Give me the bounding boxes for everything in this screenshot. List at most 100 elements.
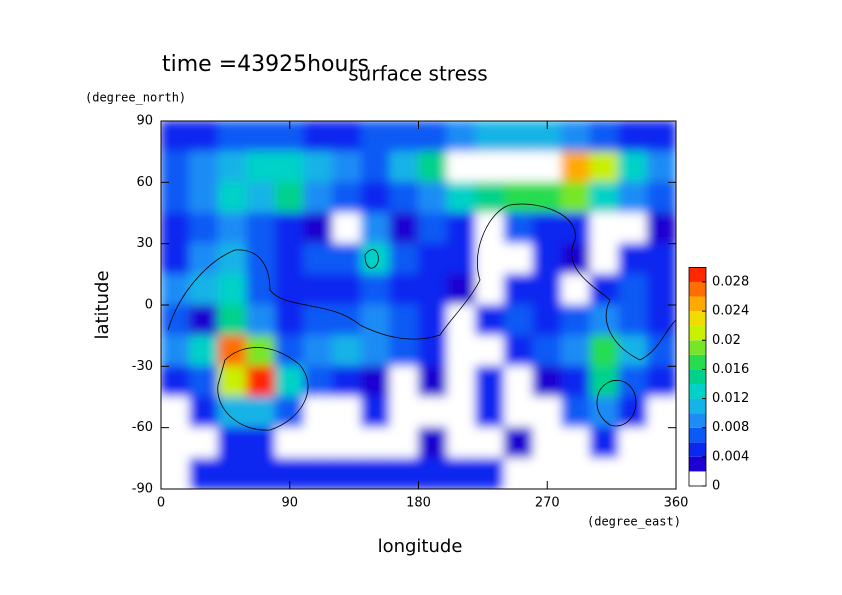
cell: [246, 212, 276, 245]
cell: [589, 121, 620, 153]
cell: [589, 243, 620, 275]
colorbar-band: [689, 456, 706, 472]
colorbar-band: [689, 442, 706, 457]
cell: [646, 151, 676, 183]
coastline: [217, 347, 309, 431]
cell: [646, 181, 676, 214]
cell: [217, 151, 248, 183]
cell: [446, 181, 477, 214]
cell: [646, 304, 676, 337]
cell: [161, 427, 191, 459]
cell: [561, 396, 591, 429]
cell: [389, 457, 419, 489]
x-tick-label: 270: [535, 496, 560, 511]
cell: [303, 121, 334, 153]
cell: [189, 427, 219, 459]
cell: [161, 304, 191, 337]
cell: [646, 243, 676, 275]
cell: [217, 212, 248, 245]
cell: [561, 335, 591, 367]
y-tick-label: 60: [136, 175, 153, 190]
cell: [161, 243, 191, 275]
cell: [189, 365, 219, 398]
cell: [332, 121, 362, 153]
cell: [618, 427, 648, 459]
cell: [446, 243, 477, 275]
cell: [418, 304, 448, 337]
cell: [618, 457, 648, 489]
cell: [532, 151, 563, 183]
coastline: [596, 380, 637, 427]
cell: [418, 427, 448, 459]
cells: [161, 121, 676, 489]
cell: [389, 335, 419, 367]
cell: [332, 304, 362, 337]
cell: [475, 121, 505, 153]
cell: [589, 396, 620, 429]
colorbar-tick-label: 0.008: [712, 420, 749, 435]
cell: [589, 273, 620, 306]
cell: [589, 181, 620, 214]
colorbar-frame: [688, 266, 707, 487]
cell: [217, 181, 248, 214]
colorbar-tick-label: 0.016: [712, 362, 749, 377]
cell: [161, 181, 191, 214]
cell: [561, 304, 591, 337]
cell: [161, 273, 191, 306]
cell: [389, 121, 419, 153]
cell: [475, 457, 505, 489]
cell: [589, 457, 620, 489]
cell: [503, 243, 534, 275]
y-tick-label: -30: [132, 359, 153, 374]
cell: [161, 151, 191, 183]
cell: [189, 243, 219, 275]
cell: [303, 396, 334, 429]
cell: [360, 427, 391, 459]
cell: [503, 121, 534, 153]
cell: [561, 181, 591, 214]
x-tick-label: 90: [281, 496, 298, 511]
cell: [503, 304, 534, 337]
colorbar-tick-label: 0: [712, 479, 720, 494]
cell: [217, 457, 248, 489]
cell: [646, 457, 676, 489]
cell: [646, 212, 676, 245]
cell: [646, 121, 676, 153]
colorbar-tick-label: 0.02: [712, 333, 741, 348]
colorbar-band: [689, 383, 706, 399]
cell: [303, 151, 334, 183]
colorbar-band: [689, 413, 706, 428]
colorbar-tick-label: 0.028: [712, 274, 749, 289]
cell: [389, 212, 419, 245]
coastline: [167, 203, 676, 361]
cell: [475, 396, 505, 429]
cell: [418, 181, 448, 214]
cell: [303, 273, 334, 306]
cell: [274, 151, 305, 183]
cell: [561, 427, 591, 459]
cell: [161, 121, 191, 153]
cell: [389, 396, 419, 429]
cell: [217, 304, 248, 337]
cell: [246, 121, 276, 153]
colorbar-band: [689, 267, 706, 282]
chart-title: surface stress: [348, 62, 487, 86]
colorbar-tick-label: 0.004: [712, 449, 749, 464]
cell: [503, 427, 534, 459]
cell: [475, 273, 505, 306]
x-tick-label: 180: [406, 496, 431, 511]
cell: [475, 365, 505, 398]
cell: [161, 335, 191, 367]
cell: [246, 457, 276, 489]
colorbar-tick-label: 0.024: [712, 304, 749, 319]
cell: [189, 121, 219, 153]
cell: [389, 304, 419, 337]
y-tick-label: 30: [136, 236, 153, 251]
cell: [475, 427, 505, 459]
cell: [303, 304, 334, 337]
cell: [532, 243, 563, 275]
cell: [503, 365, 534, 398]
cell: [303, 457, 334, 489]
coastline: [364, 249, 379, 269]
